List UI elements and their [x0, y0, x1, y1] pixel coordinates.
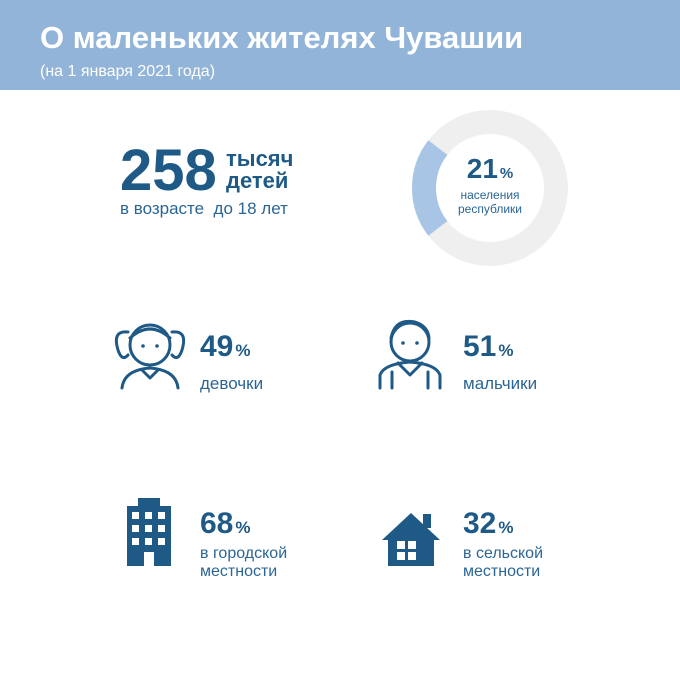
total-note: в возрасте до 18 лет	[120, 199, 288, 218]
stat-label: девочки	[200, 374, 263, 393]
share-label: населения	[460, 188, 519, 202]
stat-label: местности	[463, 563, 540, 580]
stat-text: 49%	[200, 330, 251, 363]
girl-icon	[114, 323, 186, 390]
stat-label: мальчики	[463, 374, 537, 393]
share-unit: %	[500, 165, 513, 182]
stat-value: 51	[463, 330, 496, 363]
stat-unit: %	[235, 518, 250, 537]
house-icon	[382, 513, 440, 566]
total-unit: тысяч	[226, 146, 293, 171]
stat-unit: %	[235, 341, 250, 360]
stat-label: в городской	[200, 545, 287, 562]
total-value: 258	[120, 138, 217, 203]
building-icon	[127, 498, 171, 566]
title: О маленьких жителях Чувашии	[40, 20, 523, 55]
stat-unit: %	[498, 341, 513, 360]
header-band	[0, 0, 680, 90]
stat-value: 32	[463, 507, 496, 540]
stat-text: 68%	[200, 507, 251, 540]
share-value: 21	[467, 153, 498, 184]
stat-unit: %	[498, 518, 513, 537]
boy-icon	[378, 319, 442, 390]
subtitle: (на 1 января 2021 года)	[40, 63, 215, 80]
stat-text: 32%	[463, 507, 514, 540]
share-label: республики	[458, 202, 522, 216]
stat-value: 68	[200, 507, 233, 540]
donut-arc	[412, 140, 448, 236]
share-text: 21%	[467, 153, 514, 184]
stat-label: в сельской	[463, 545, 543, 562]
stat-label: местности	[200, 563, 277, 580]
stat-text: 51%	[463, 330, 514, 363]
total-unit: детей	[226, 168, 288, 193]
stat-value: 49	[200, 330, 233, 363]
